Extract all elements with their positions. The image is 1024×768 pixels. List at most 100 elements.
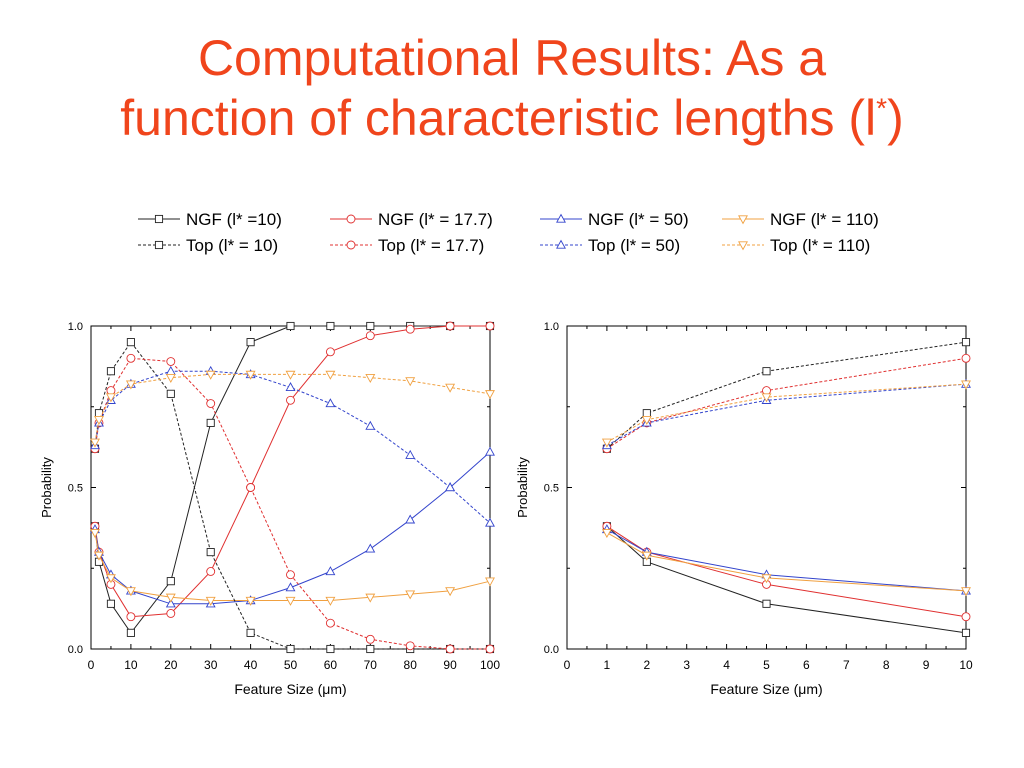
series-solid: [90, 446, 495, 608]
chart-left-full-range: 0 10 20 30 40 50 60 70 80 90 100 0.0 0.5 1.0 Feature S…: [39, 321, 500, 697]
data-point: [405, 324, 415, 334]
data-point: [285, 370, 296, 380]
data-point: [485, 446, 495, 456]
data-point: [286, 395, 295, 405]
legend-label: Top (l* = 50): [588, 236, 680, 255]
data-point: [365, 543, 376, 553]
x-tick-label: 90: [443, 658, 457, 672]
data-point: [106, 599, 115, 608]
series-line: [606, 532, 967, 592]
data-point: [961, 628, 971, 637]
data-point: [245, 596, 256, 606]
y-axis-label: Probability: [39, 457, 54, 518]
series-dashed: [90, 365, 495, 527]
data-point: [125, 380, 136, 390]
data-point: [245, 370, 256, 380]
legend-label: NGF (l* =10): [186, 210, 282, 229]
data-point: [641, 416, 652, 426]
data-point: [325, 596, 336, 606]
legend-marker: [154, 214, 164, 224]
legend-marker: [154, 240, 164, 250]
series-dashed: [602, 353, 971, 454]
data-point: [485, 577, 495, 587]
data-point: [365, 634, 375, 644]
y-tick-label: 0.0: [544, 644, 559, 656]
data-point: [642, 409, 651, 418]
legend-label: NGF (l* = 50): [588, 210, 689, 229]
data-point: [325, 566, 336, 576]
data-point: [90, 529, 100, 539]
x-tick-label: 2: [643, 658, 650, 672]
series-solid: [90, 321, 495, 622]
x-tick-label: 5: [763, 658, 770, 672]
data-point: [641, 551, 652, 561]
x-tick-label: 1: [604, 658, 611, 672]
legend-entry: Top (l* = 10): [138, 236, 278, 255]
x-tick-label: 4: [723, 658, 730, 672]
data-point: [445, 383, 456, 393]
data-point: [285, 596, 296, 606]
series-solid: [602, 521, 971, 622]
data-point: [166, 609, 176, 618]
data-point: [165, 365, 176, 375]
data-point: [405, 449, 416, 459]
data-point: [286, 321, 295, 331]
x-axis-label: Feature Size (μm): [710, 681, 822, 697]
data-point: [246, 338, 255, 347]
x-tick-label: 9: [923, 658, 930, 672]
series-line: [606, 383, 967, 443]
data-point: [246, 628, 255, 637]
data-point: [761, 574, 772, 584]
data-point: [445, 644, 455, 654]
y-axis-label: Probability: [515, 457, 530, 518]
x-tick-label: 30: [204, 658, 218, 672]
legend-label: NGF (l* = 17.7): [378, 210, 493, 229]
legend-entry: Top (l* = 110): [722, 236, 870, 255]
data-point: [106, 386, 116, 396]
data-point: [285, 382, 296, 392]
x-tick-label: 7: [843, 658, 850, 672]
data-point: [762, 367, 771, 376]
data-point: [761, 393, 772, 403]
title-line-1: Computational Results: As a: [197, 30, 827, 86]
y-tick-label: 0.5: [68, 483, 83, 495]
data-point: [325, 347, 335, 357]
data-point: [325, 398, 336, 408]
data-point: [405, 514, 416, 524]
series-dashed: [90, 353, 495, 654]
series-solid: [601, 524, 971, 595]
data-point: [286, 570, 295, 580]
series-dashed: [601, 380, 971, 448]
series-solid: [90, 529, 495, 606]
data-point: [365, 420, 376, 430]
x-tick-label: 50: [284, 658, 298, 672]
data-point: [206, 418, 215, 427]
chart-right-zoomed: 0 1 2 3 4 5 6 7 8 9 10 0.0 0.5 1.0 Feature Size (μm) Pr…: [515, 321, 973, 697]
x-tick-label: 80: [404, 658, 418, 672]
legend-entry: NGF (l* = 17.7): [330, 210, 493, 229]
data-point: [961, 338, 971, 347]
data-point: [365, 331, 375, 341]
x-tick-label: 70: [364, 658, 378, 672]
series-solid: [601, 529, 971, 597]
data-point: [325, 370, 336, 380]
data-point: [326, 321, 335, 331]
x-tick-label: 10: [124, 658, 138, 672]
y-tick-label: 1.0: [544, 321, 559, 333]
y-tick-label: 1.0: [68, 321, 83, 333]
legend-entry: Top (l* = 17.7): [330, 236, 484, 255]
series-dashed: [90, 370, 495, 448]
legend-marker: [556, 213, 566, 223]
series-line: [94, 373, 491, 443]
series-line: [606, 357, 967, 450]
x-axis-label: Feature Size (μm): [234, 681, 346, 697]
data-point: [961, 380, 971, 390]
data-point: [445, 587, 456, 597]
data-point: [445, 482, 456, 492]
series-line: [94, 451, 491, 605]
data-point: [105, 574, 116, 584]
data-point: [762, 599, 771, 608]
legend-entry: Top (l* = 50): [540, 236, 680, 255]
legend-label: Top (l* = 110): [770, 236, 870, 255]
